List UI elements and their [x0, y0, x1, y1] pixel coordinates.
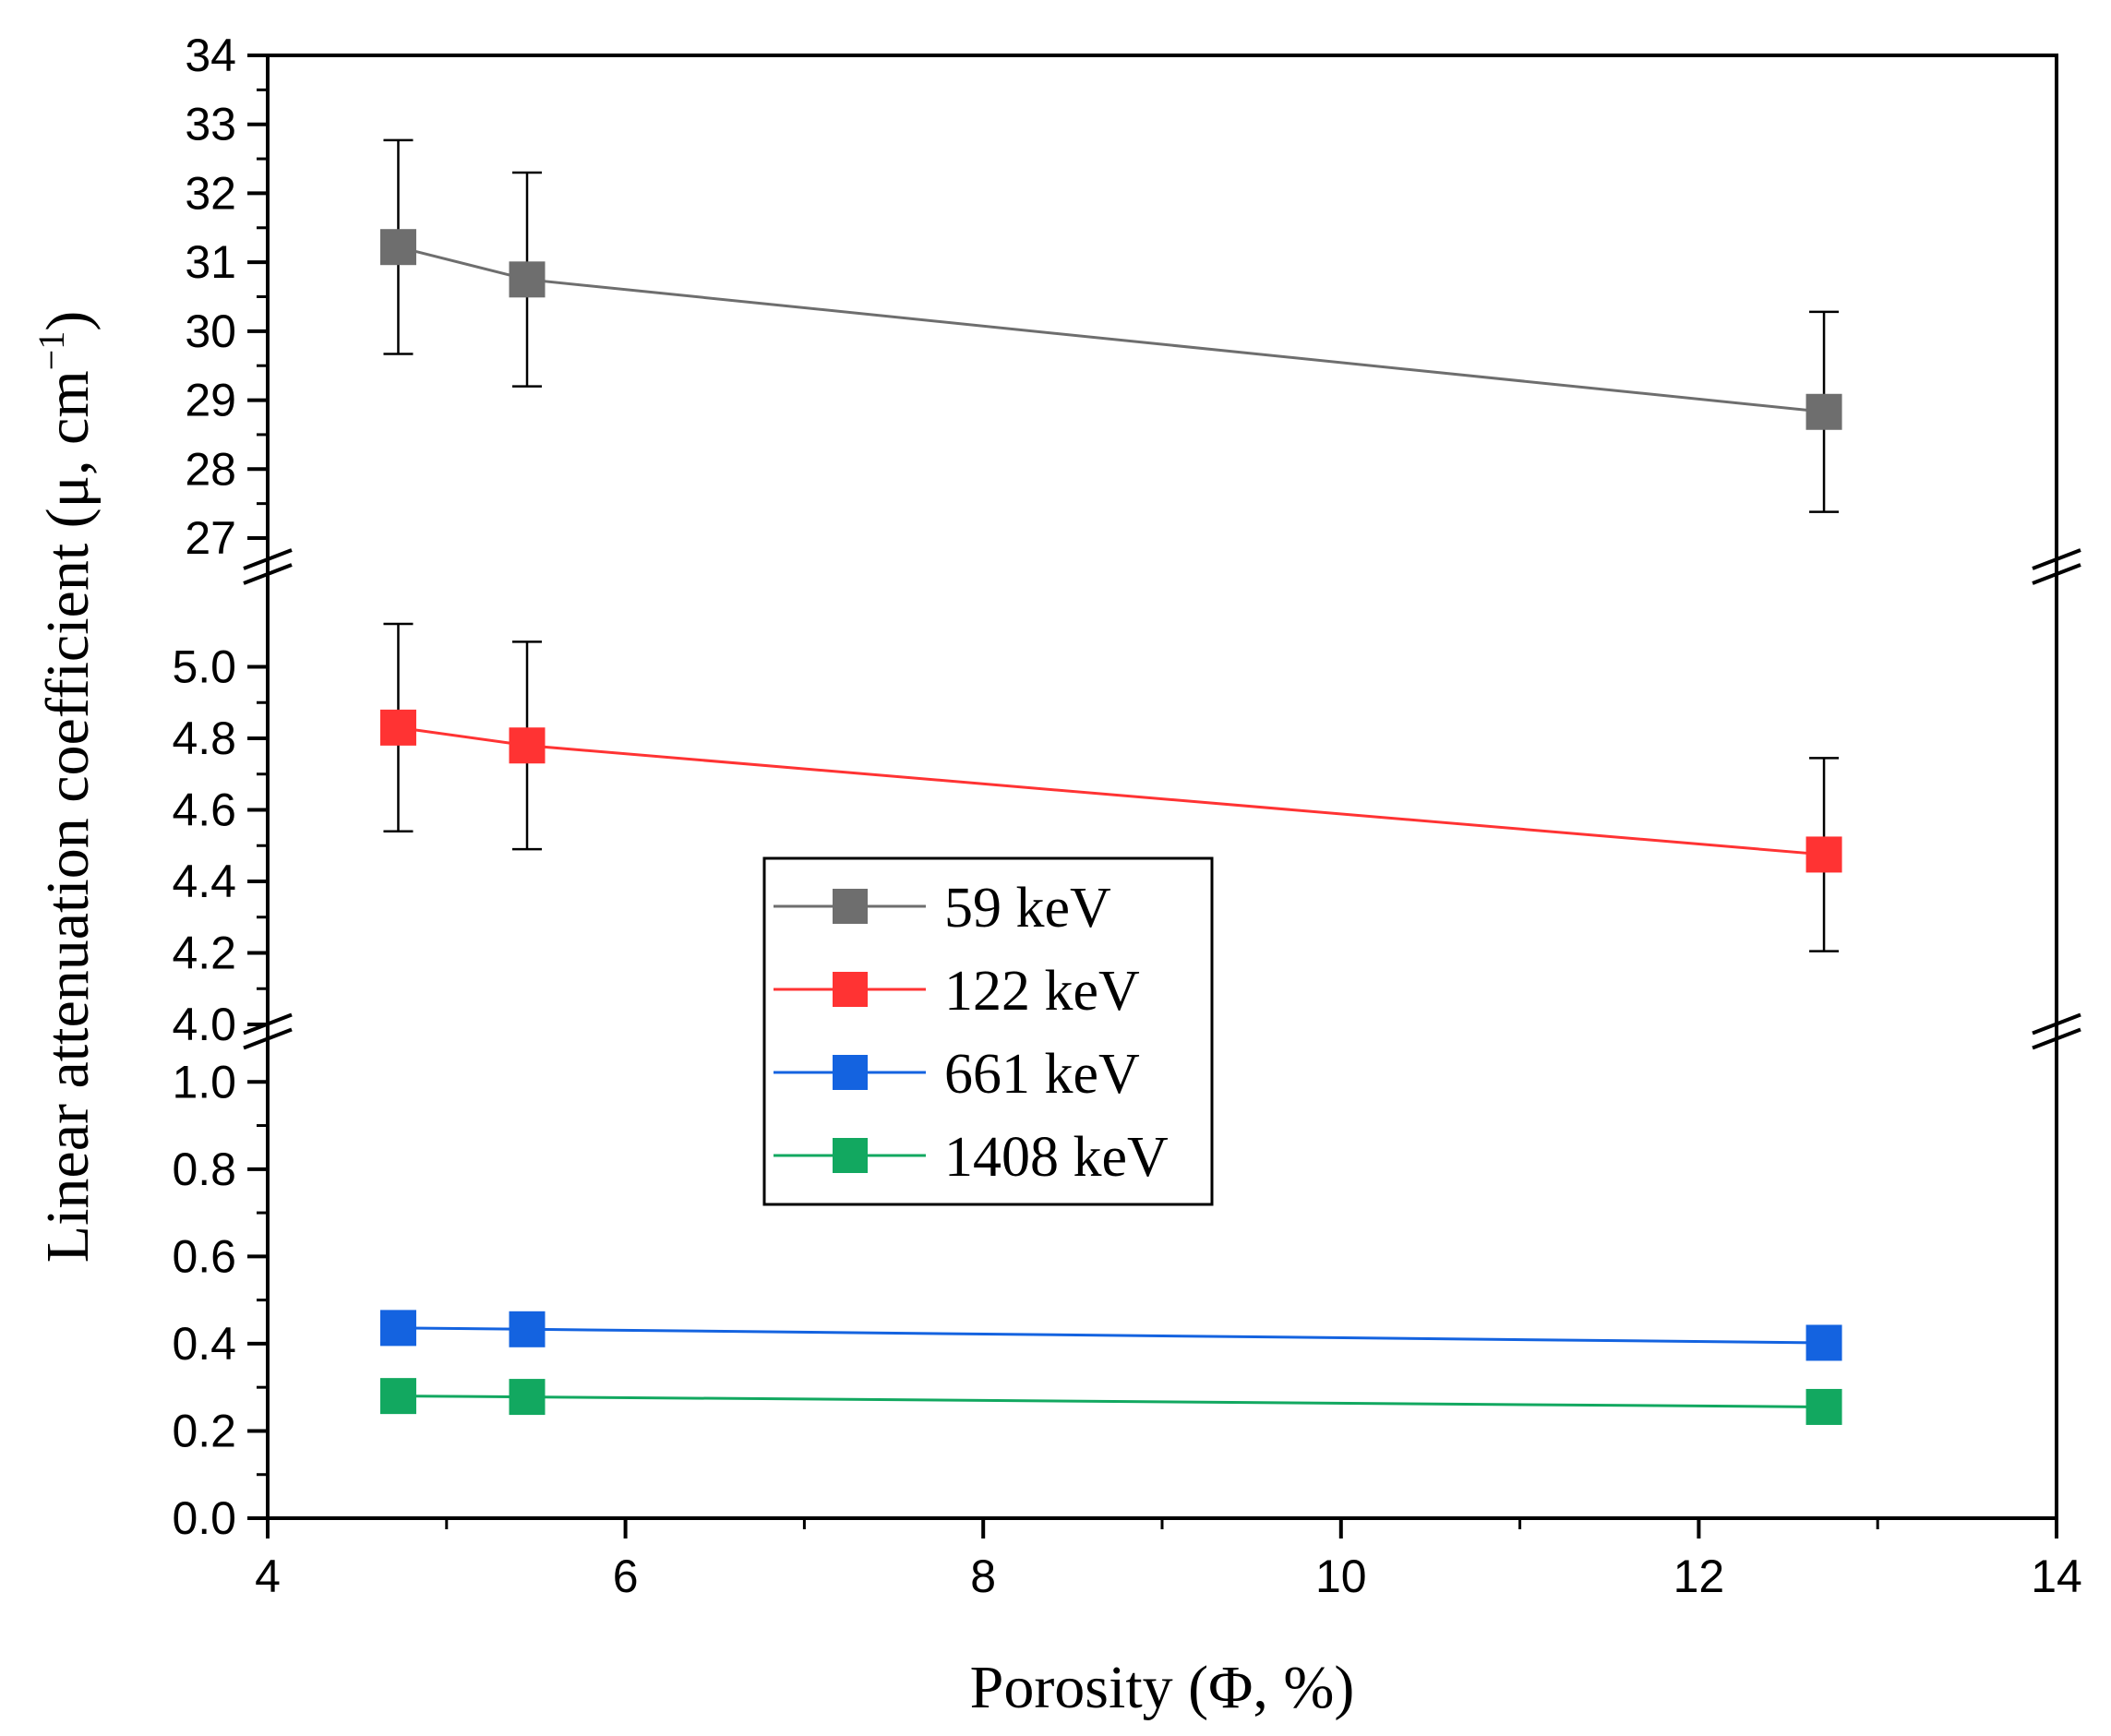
- y-tick-label: 0.0: [172, 1492, 236, 1544]
- y-tick-label: 0.2: [172, 1405, 236, 1456]
- data-point: [1805, 1324, 1842, 1361]
- axis-break-mark: [2032, 548, 2081, 570]
- y-tick-label: 33: [185, 99, 236, 150]
- axis-break-mark: [2032, 563, 2081, 585]
- legend-label: 122 keV: [944, 960, 1140, 1023]
- y-tick-label: 0.8: [172, 1143, 236, 1195]
- x-tick-label: 8: [970, 1550, 996, 1602]
- x-tick-label: 6: [613, 1550, 639, 1602]
- axis-break-mark: [2032, 1012, 2081, 1036]
- y-tick-label: 4.2: [172, 928, 236, 979]
- x-tick-label: 10: [1315, 1550, 1367, 1602]
- axis-break-mark: [243, 563, 293, 585]
- y-tick-label: 0.4: [172, 1318, 236, 1370]
- legend-marker: [833, 889, 868, 924]
- y-axis-title-text: Linear attenuation coefficient (μ, cm−1): [30, 311, 102, 1263]
- y-tick-label: 27: [185, 512, 236, 564]
- y-tick-label: 4.0: [172, 999, 236, 1050]
- data-point: [1805, 1388, 1842, 1425]
- axis-ticks: 4 6 8 10 12 14 0.0 0.2 0.4 0.6 0.8 1.0 4.0 4.2 4.4 4.6 4…: [172, 30, 2081, 1602]
- data-point: [509, 261, 546, 298]
- x-tick-label: 14: [2031, 1550, 2082, 1602]
- data-point: [379, 1310, 416, 1347]
- legend-marker: [833, 1055, 868, 1090]
- legend-marker: [833, 1138, 868, 1173]
- data-point: [379, 1378, 416, 1415]
- legend-label: 661 keV: [944, 1043, 1140, 1106]
- x-tick-label: 4: [255, 1550, 281, 1602]
- y-tick-label: 31: [185, 236, 236, 288]
- y-axis-title: Linear attenuation coefficient (μ, cm−1): [30, 311, 102, 1263]
- data-point: [379, 709, 416, 746]
- data-point: [1805, 836, 1842, 873]
- series-661-kev: [379, 1310, 1842, 1361]
- axis-break-mark: [243, 548, 293, 570]
- data-point: [379, 229, 416, 266]
- y-tick-label: 32: [185, 167, 236, 219]
- series-122-kev: [379, 622, 1842, 952]
- y-tick-label: 4.8: [172, 712, 236, 764]
- series-layer: [379, 138, 1842, 1425]
- data-point: [509, 1311, 546, 1347]
- x-axis-title: Porosity (Φ, %): [970, 1654, 1355, 1721]
- x-tick-label: 12: [1673, 1550, 1725, 1602]
- series-line: [398, 725, 1825, 856]
- series-1408-kev: [379, 1378, 1842, 1425]
- axis-break-mark: [243, 1027, 293, 1050]
- legend-label: 59 keV: [944, 877, 1111, 940]
- legend: 59 keV 122 keV 661 keV 1408 keV: [762, 856, 1214, 1206]
- series-59-kev: [379, 138, 1842, 513]
- y-tick-label: 0.6: [172, 1230, 236, 1282]
- y-tick-label: 1.0: [172, 1056, 236, 1107]
- data-point: [509, 727, 546, 764]
- y-tick-label: 29: [185, 375, 236, 426]
- axis-break-mark: [2032, 1027, 2081, 1050]
- y-tick-label: 34: [185, 30, 236, 81]
- series-line: [398, 1326, 1825, 1345]
- y-tick-label: 4.6: [172, 784, 236, 836]
- legend-label: 1408 keV: [944, 1126, 1169, 1189]
- y-tick-label: 28: [185, 443, 236, 495]
- data-point: [1805, 393, 1842, 430]
- data-point: [509, 1379, 546, 1416]
- y-tick-label: 4.4: [172, 856, 236, 907]
- legend-marker: [833, 972, 868, 1007]
- y-tick-label: 30: [185, 305, 236, 357]
- series-line: [398, 245, 1825, 413]
- y-tick-label: 5.0: [172, 641, 236, 693]
- series-line: [398, 1395, 1825, 1408]
